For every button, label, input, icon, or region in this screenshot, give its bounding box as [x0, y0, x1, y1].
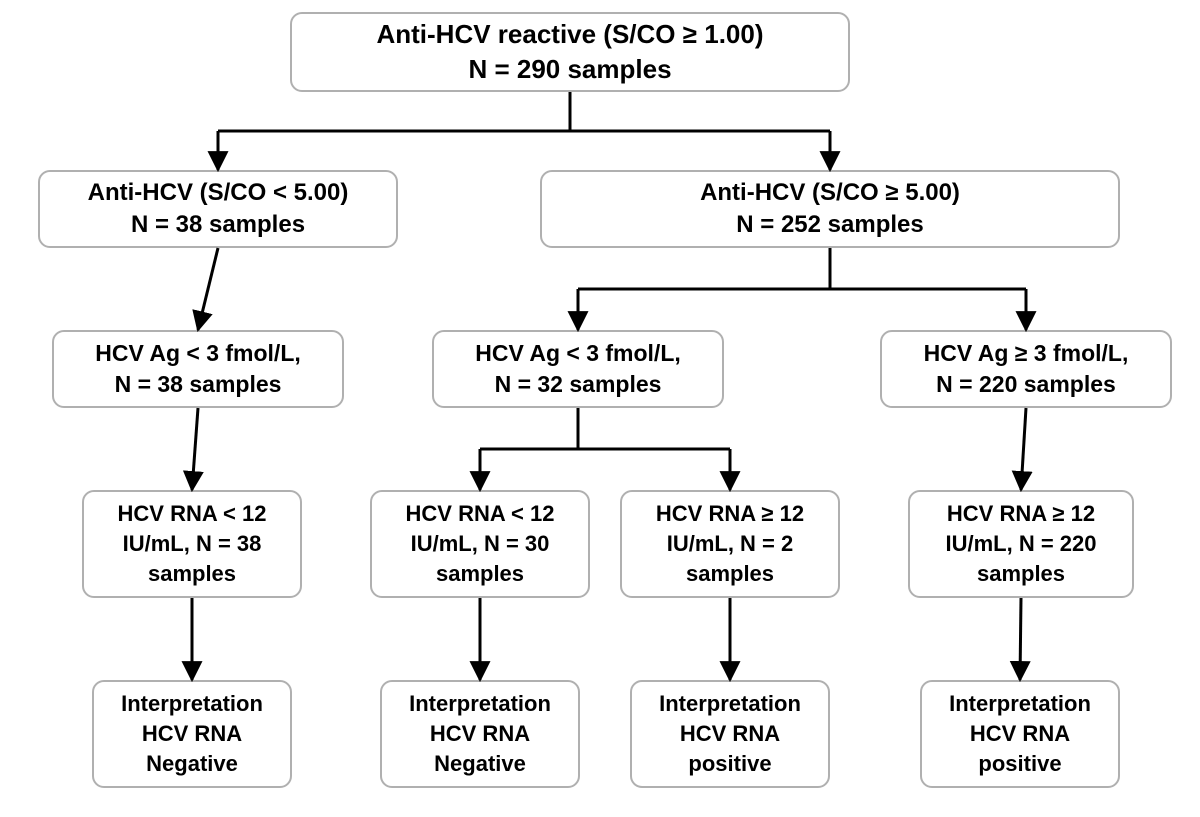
node-text: IU/mL, N = 30	[411, 529, 550, 559]
node-text: samples	[436, 559, 524, 589]
node-text: positive	[978, 749, 1061, 779]
node-text: N = 38 samples	[131, 209, 305, 241]
node-text: IU/mL, N = 2	[667, 529, 794, 559]
node-text: HCV Ag ≥ 3 fmol/L,	[924, 338, 1129, 369]
node-text: HCV RNA	[142, 719, 242, 749]
node-text: HCV RNA	[430, 719, 530, 749]
node-text: HCV Ag < 3 fmol/L,	[95, 338, 301, 369]
node-text: N = 290 samples	[468, 52, 671, 87]
node-text: N = 32 samples	[495, 369, 662, 400]
flowchart-node-interp-d: Interpretation HCV RNA positive	[920, 680, 1120, 788]
node-text: HCV RNA	[970, 719, 1070, 749]
node-text: Interpretation	[409, 689, 551, 719]
flowchart-node-rna-d: HCV RNA ≥ 12 IU/mL, N = 220 samples	[908, 490, 1134, 598]
flowchart-node-rna-a: HCV RNA < 12 IU/mL, N = 38 samples	[82, 490, 302, 598]
node-text: HCV RNA ≥ 12	[656, 499, 804, 529]
flowchart-node-interp-b: Interpretation HCV RNA Negative	[380, 680, 580, 788]
flowchart-node-rna-b: HCV RNA < 12 IU/mL, N = 30 samples	[370, 490, 590, 598]
node-text: HCV Ag < 3 fmol/L,	[475, 338, 681, 369]
flowchart-node-ag-low-b: HCV Ag < 3 fmol/L, N = 32 samples	[432, 330, 724, 408]
node-text: HCV RNA < 12	[406, 499, 555, 529]
node-text: positive	[688, 749, 771, 779]
flowchart-node-high-sco: Anti-HCV (S/CO ≥ 5.00) N = 252 samples	[540, 170, 1120, 248]
flowchart-node-interp-a: Interpretation HCV RNA Negative	[92, 680, 292, 788]
node-text: HCV RNA ≥ 12	[947, 499, 1095, 529]
node-text: Interpretation	[949, 689, 1091, 719]
node-text: Interpretation	[659, 689, 801, 719]
flowchart-node-rna-c: HCV RNA ≥ 12 IU/mL, N = 2 samples	[620, 490, 840, 598]
node-text: IU/mL, N = 38	[123, 529, 262, 559]
node-text: N = 252 samples	[736, 209, 923, 241]
node-text: Interpretation	[121, 689, 263, 719]
node-text: N = 38 samples	[115, 369, 282, 400]
flowchart-node-low-sco: Anti-HCV (S/CO < 5.00) N = 38 samples	[38, 170, 398, 248]
node-text: samples	[977, 559, 1065, 589]
node-text: samples	[686, 559, 774, 589]
node-text: HCV RNA	[680, 719, 780, 749]
node-text: N = 220 samples	[936, 369, 1116, 400]
node-text: HCV RNA < 12	[118, 499, 267, 529]
node-text: Anti-HCV reactive (S/CO ≥ 1.00)	[376, 17, 763, 52]
node-text: Negative	[434, 749, 526, 779]
node-text: Negative	[146, 749, 238, 779]
node-text: samples	[148, 559, 236, 589]
flowchart-node-ag-low-a: HCV Ag < 3 fmol/L, N = 38 samples	[52, 330, 344, 408]
node-text: Anti-HCV (S/CO ≥ 5.00)	[700, 177, 960, 209]
node-text: IU/mL, N = 220	[945, 529, 1096, 559]
flowchart-node-ag-high: HCV Ag ≥ 3 fmol/L, N = 220 samples	[880, 330, 1172, 408]
flowchart-root-node: Anti-HCV reactive (S/CO ≥ 1.00) N = 290 …	[290, 12, 850, 92]
node-text: Anti-HCV (S/CO < 5.00)	[88, 177, 349, 209]
flowchart-node-interp-c: Interpretation HCV RNA positive	[630, 680, 830, 788]
